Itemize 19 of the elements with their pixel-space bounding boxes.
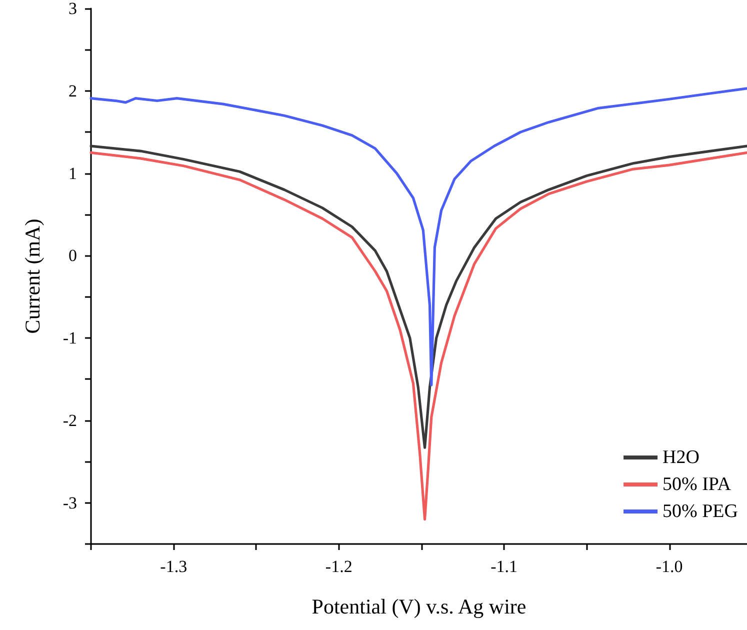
x-tick-label: -1.0 [656, 557, 683, 576]
y-tick-label: 1 [68, 164, 77, 183]
y-tick-label: -1 [62, 328, 77, 348]
y-tick-label: 2 [68, 81, 77, 100]
legend-label: H2O [662, 447, 700, 468]
legend-label: 50% IPA [662, 474, 732, 495]
x-tick-label: -1.2 [325, 557, 352, 576]
line-series [90, 87, 747, 386]
line-series [90, 151, 747, 521]
y-tick-label: 3 [68, 0, 77, 18]
x-tick-label: -1.3 [160, 557, 188, 576]
legend-label: 50% PEG [662, 501, 738, 522]
x-tick-label: -1.1 [490, 557, 518, 576]
y-tick-label: 0 [68, 246, 77, 266]
y-tick-label: -3 [62, 493, 77, 512]
x-axis-title: Potential (V) v.s. Ag wire [312, 594, 526, 618]
y-tick-label: -2 [62, 410, 77, 430]
y-axis-title: Current (mA) [20, 218, 44, 334]
line-series [90, 144, 747, 449]
